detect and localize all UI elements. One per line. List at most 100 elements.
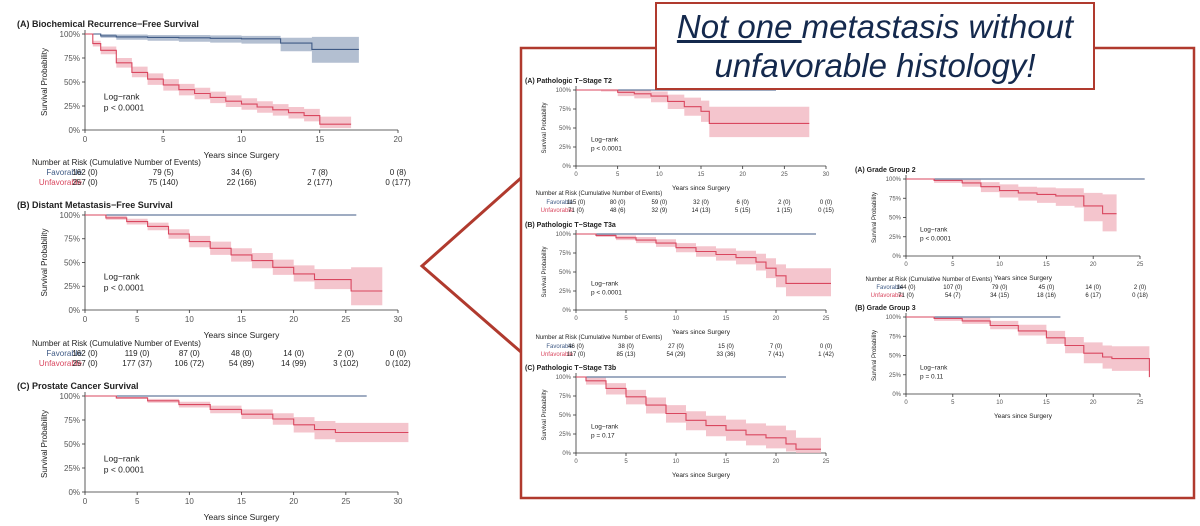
x-axis-label: Years since Surgery <box>672 185 731 192</box>
unfavorable-ci-band <box>576 377 821 453</box>
headline-line1: metastasis without <box>801 8 1074 45</box>
km-chart-A-mid: (A) Pathologic T−Stage T2 0% 25% 50% 75% 100%… <box>525 78 834 214</box>
unfavorable-survival-curve <box>576 89 810 124</box>
callout-bracket <box>419 176 522 354</box>
logrank-annotation: Log−rank <box>104 91 140 101</box>
y-tick-label: 0% <box>562 164 571 170</box>
x-tick-label: 20 <box>773 459 780 465</box>
unfavorable-survival-curve <box>906 316 1150 378</box>
risk-table-title: Number at Risk (Cumulative Number of Eve… <box>536 191 663 197</box>
y-tick-label: 50% <box>889 354 902 360</box>
y-tick-label: 100% <box>556 375 572 381</box>
x-tick-label: 0 <box>574 316 578 322</box>
risk-cell: 59 (0) <box>651 200 667 206</box>
risk-cell: 3 (102) <box>333 359 359 368</box>
x-tick-label: 25 <box>1137 400 1144 406</box>
y-tick-label: 100% <box>886 177 902 183</box>
y-tick-label: 75% <box>559 394 572 400</box>
y-tick-label: 25% <box>64 282 80 291</box>
risk-cell: 7 (41) <box>768 352 784 358</box>
chart-title: (C) Pathologic T−Stage T3b <box>525 365 616 372</box>
x-tick-label: 0 <box>904 262 908 268</box>
y-axis-label: Survival Probability <box>542 246 548 297</box>
x-tick-label: 20 <box>773 316 780 322</box>
risk-cell: 46 (0) <box>568 344 584 350</box>
risk-cell: 115 (0) <box>567 200 586 206</box>
x-tick-label: 5 <box>951 262 955 268</box>
km-chart-B-left: (B) Distant Metastasis−Free Survival 0% 25… <box>17 200 411 368</box>
risk-cell: 79 (0) <box>992 285 1008 291</box>
x-tick-label: 15 <box>723 316 730 322</box>
x-tick-label: 5 <box>624 459 628 465</box>
favorable-survival-curve <box>85 33 359 50</box>
unfavorable-survival-curve <box>85 33 352 125</box>
y-tick-label: 0% <box>562 451 571 457</box>
risk-cell: 22 (166) <box>227 178 257 187</box>
risk-cell: 48 (0) <box>231 349 252 358</box>
chart-title: (C) Prostate Cancer Survival <box>17 381 139 391</box>
risk-cell: 15 (0) <box>718 344 734 350</box>
risk-cell: 117 (0) <box>567 352 586 358</box>
unfavorable-survival-curve <box>576 376 821 450</box>
risk-cell: 162 (0) <box>72 168 98 177</box>
risk-cell: 71 (0) <box>898 293 914 299</box>
highlight-frame <box>519 46 1196 500</box>
risk-cell: 0 (0) <box>390 349 407 358</box>
unfavorable-ci-band <box>906 179 1117 232</box>
km-chart-B-right: (B) Grade Group 3 0% 25% 50% 75% 100% 0 5 10 15 20… <box>855 305 1150 420</box>
unfavorable-ci-band <box>576 234 831 297</box>
logrank-annotation: p < 0.0001 <box>920 235 951 242</box>
y-tick-label: 50% <box>64 258 80 267</box>
risk-cell: 257 (0) <box>72 359 98 368</box>
y-tick-label: 50% <box>559 126 572 132</box>
x-tick-label: 0 <box>83 315 88 324</box>
risk-table-title: Number at Risk (Cumulative Number of Eve… <box>32 158 201 167</box>
y-tick-label: 25% <box>889 235 902 241</box>
y-axis-label: Survival Probability <box>40 228 49 296</box>
risk-row-label: Unfavorable <box>39 359 83 368</box>
risk-cell: 162 (0) <box>72 349 98 358</box>
risk-cell: 79 (5) <box>153 168 174 177</box>
x-tick-label: 20 <box>289 497 298 506</box>
y-tick-label: 50% <box>64 440 80 449</box>
risk-cell: 0 (102) <box>385 359 411 368</box>
risk-cell: 14 (13) <box>691 208 710 214</box>
y-tick-label: 25% <box>559 145 572 151</box>
x-tick-label: 0 <box>904 400 908 406</box>
risk-cell: 106 (72) <box>174 359 204 368</box>
risk-row-label: Unfavorable <box>541 208 574 214</box>
risk-cell: 0 (18) <box>1132 293 1148 299</box>
x-tick-label: 10 <box>185 497 194 506</box>
x-tick-label: 5 <box>951 400 955 406</box>
y-tick-label: 75% <box>889 196 902 202</box>
x-tick-label: 30 <box>823 172 830 178</box>
logrank-annotation: Log−rank <box>591 281 619 288</box>
x-tick-label: 0 <box>83 135 88 144</box>
risk-cell: 14 (99) <box>281 359 307 368</box>
chart-title: (A) Pathologic T−Stage T2 <box>525 78 612 85</box>
x-tick-label: 10 <box>673 459 680 465</box>
y-tick-label: 0% <box>562 308 571 314</box>
x-axis-label: Years since Surgery <box>204 150 281 160</box>
km-chart-A-left: (A) Biochemical Recurrence−Free Survival… <box>17 19 411 187</box>
y-tick-label: 100% <box>556 232 572 238</box>
x-tick-label: 25 <box>341 315 350 324</box>
x-tick-label: 15 <box>698 172 705 178</box>
x-tick-label: 15 <box>1043 400 1050 406</box>
risk-cell: 27 (0) <box>668 344 684 350</box>
risk-cell: 7 (0) <box>770 344 782 350</box>
chart-title: (A) Biochemical Recurrence−Free Survival <box>17 19 199 29</box>
y-tick-label: 100% <box>886 315 902 321</box>
risk-cell: 80 (0) <box>610 200 626 206</box>
logrank-annotation: Log−rank <box>920 226 948 233</box>
y-tick-label: 75% <box>64 416 80 425</box>
unfavorable-ci-band <box>85 215 383 306</box>
y-axis-label: Survival Probability <box>542 389 548 440</box>
risk-cell: 6 (0) <box>736 200 748 206</box>
headline-line2: unfavorable histology! <box>714 47 1036 84</box>
y-tick-label: 25% <box>559 289 572 295</box>
logrank-annotation: p < 0.0001 <box>591 146 622 153</box>
x-tick-label: 25 <box>1137 262 1144 268</box>
x-tick-label: 15 <box>237 497 246 506</box>
